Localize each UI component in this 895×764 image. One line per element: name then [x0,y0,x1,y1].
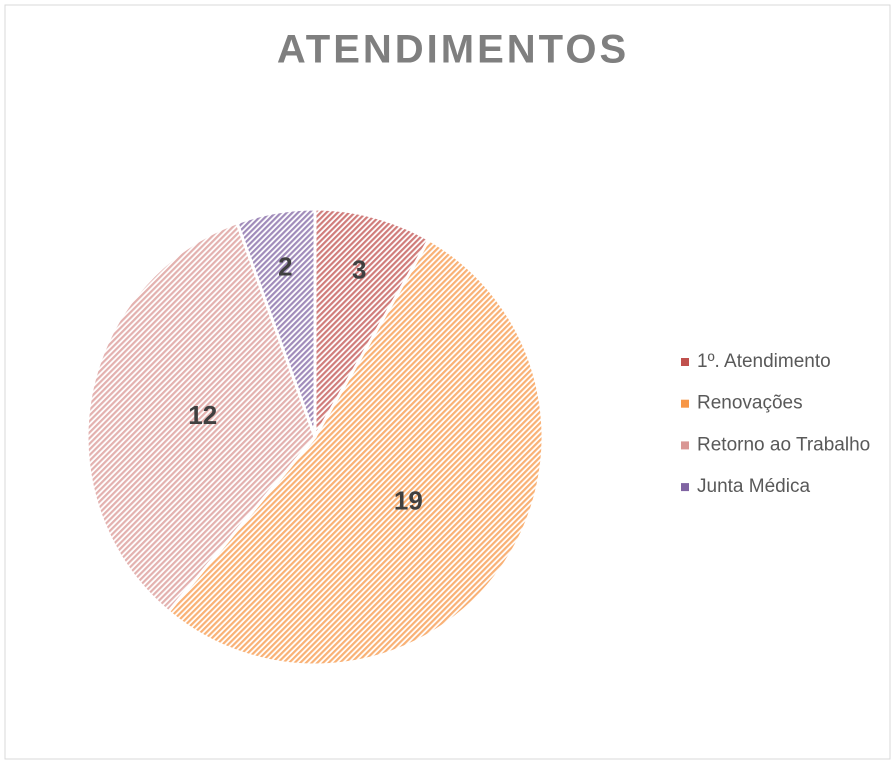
pie-slice [313,207,432,443]
data-label: 19 [394,485,423,515]
legend-label: Renovações [697,393,803,414]
legend-swatch [681,358,689,366]
legend-label: 1º. Atendimento [697,351,831,372]
pie-slice [85,220,317,614]
pie-slice [166,237,545,667]
legend-swatch [681,441,689,450]
legend-label: Junta Médica [697,476,810,497]
legend-swatch [681,399,689,408]
chart-title: ATENDIMENTOS [277,28,629,72]
legend-swatch [681,483,689,492]
data-label: 2 [278,251,292,281]
pie-slice [235,207,317,438]
legend-label: Retorno ao Trabalho [697,434,870,455]
data-label: 12 [188,400,217,430]
data-label: 3 [352,255,366,285]
